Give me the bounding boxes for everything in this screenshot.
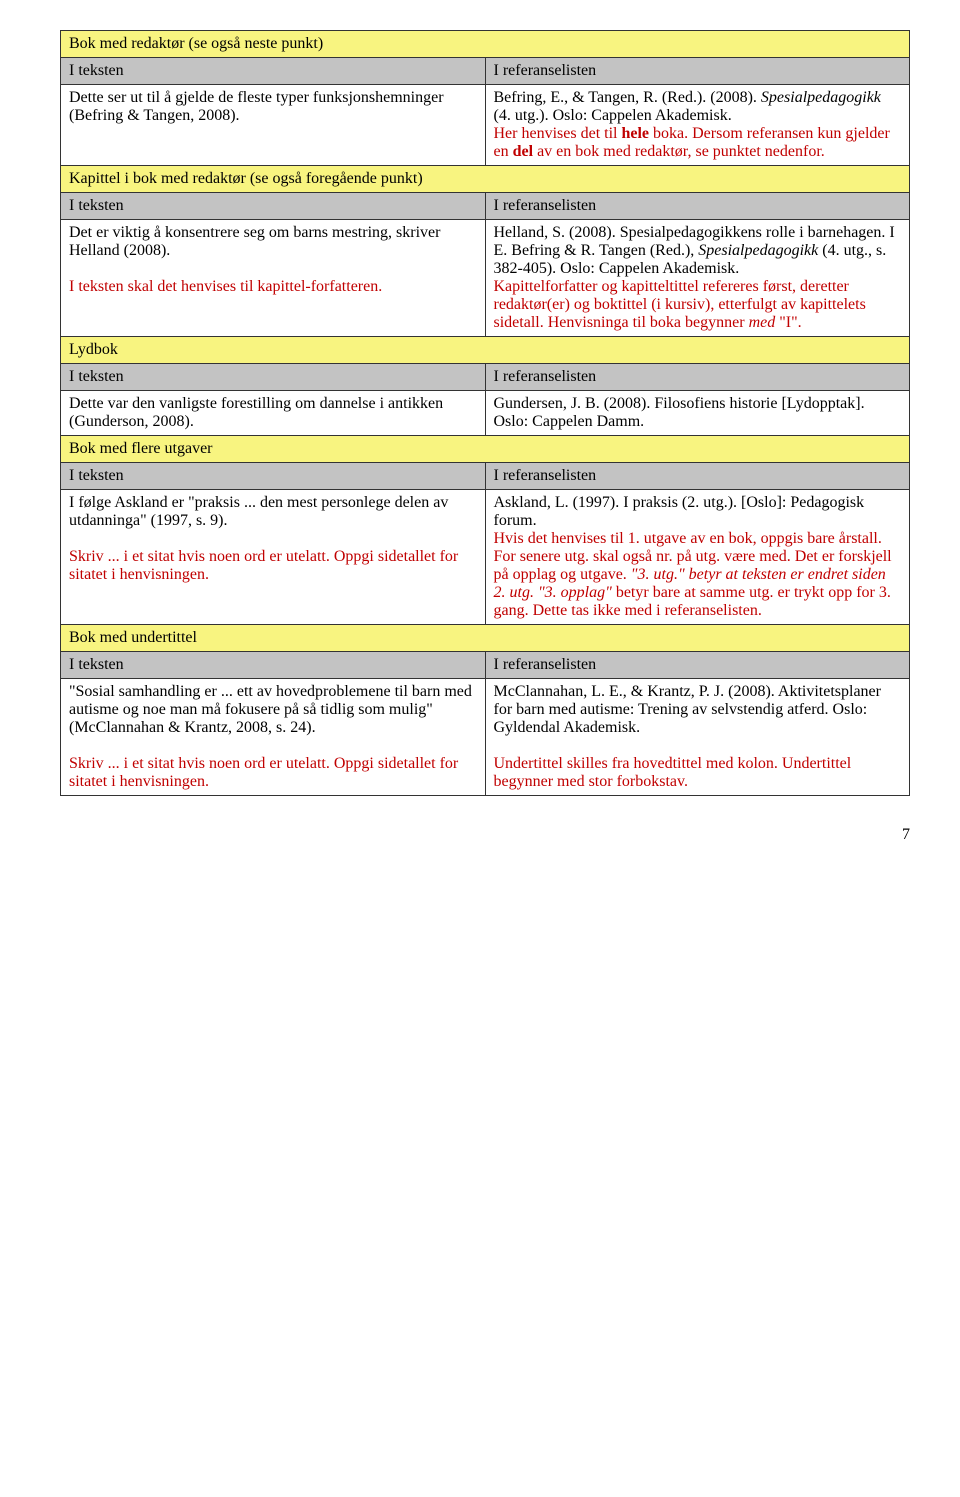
cell-right: Askland, L. (1997). I praksis (2. utg.).… — [485, 490, 910, 625]
col-right-header: I referanselisten — [485, 652, 910, 679]
section-title: Bok med flere utgaver — [61, 436, 910, 463]
section-title: Lydbok — [61, 337, 910, 364]
col-left-header: I teksten — [61, 58, 486, 85]
cell-right: McClannahan, L. E., & Krantz, P. J. (200… — [485, 679, 910, 796]
reference-table: Bok med redaktør (se også neste punkt) I… — [60, 30, 910, 796]
col-right-header: I referanselisten — [485, 193, 910, 220]
cell-left: "Sosial samhandling er ... ett av hovedp… — [61, 679, 486, 796]
section-title: Kapittel i bok med redaktør (se også for… — [61, 166, 910, 193]
cell-left: Dette ser ut til å gjelde de fleste type… — [61, 85, 486, 166]
col-left-header: I teksten — [61, 652, 486, 679]
cell-left: Det er viktig å konsentrere seg om barns… — [61, 220, 486, 337]
col-right-header: I referanselisten — [485, 463, 910, 490]
cell-left: Dette var den vanligste forestilling om … — [61, 391, 486, 436]
cell-left: I følge Askland er "praksis ... den mest… — [61, 490, 486, 625]
col-right-header: I referanselisten — [485, 364, 910, 391]
col-left-header: I teksten — [61, 463, 486, 490]
col-left-header: I teksten — [61, 364, 486, 391]
section-title: Bok med redaktør (se også neste punkt) — [61, 31, 910, 58]
col-left-header: I teksten — [61, 193, 486, 220]
cell-right: Helland, S. (2008). Spesialpedagogikkens… — [485, 220, 910, 337]
page-number: 7 — [60, 826, 910, 844]
cell-right: Befring, E., & Tangen, R. (Red.). (2008)… — [485, 85, 910, 166]
cell-right: Gundersen, J. B. (2008). Filosofiens his… — [485, 391, 910, 436]
col-right-header: I referanselisten — [485, 58, 910, 85]
section-title: Bok med undertittel — [61, 625, 910, 652]
